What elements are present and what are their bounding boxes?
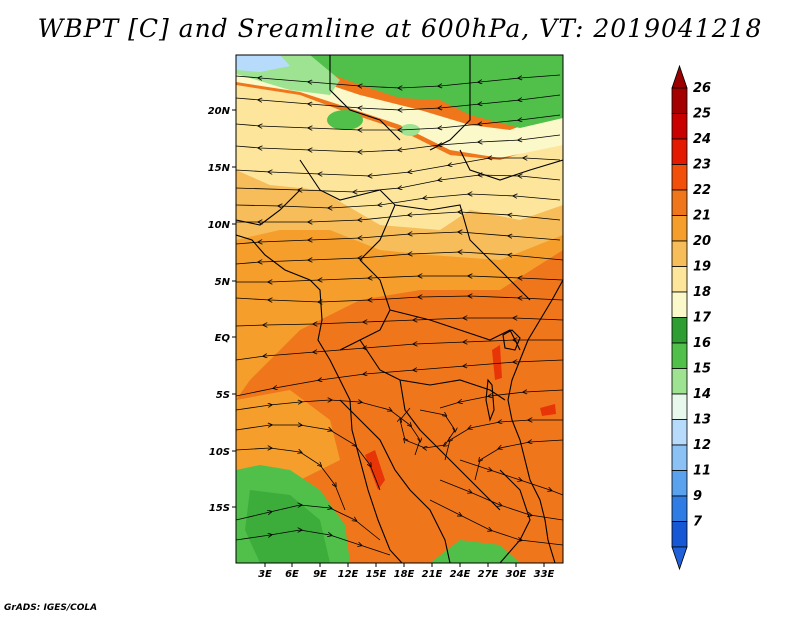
wbpt-field-16-southeast	[430, 540, 520, 563]
colorbar-label: 25	[693, 107, 711, 122]
lat-label: 5N	[215, 277, 231, 288]
border-f	[399, 379, 501, 511]
colorbar-segment	[671, 113, 688, 140]
lat-label: 10S	[209, 447, 230, 458]
wbpt-field-23-c	[540, 404, 556, 416]
colorbar-segment	[671, 495, 688, 522]
colorbar-label: 14	[693, 387, 711, 402]
lon-label: 6E	[285, 569, 299, 580]
colorbar-label: 13	[693, 413, 711, 428]
chart-title: WBPT [C] and Sreamline at 600hPa, VT: 20…	[37, 14, 763, 43]
border-g	[339, 399, 451, 563]
colorbar-label: 17	[693, 311, 712, 326]
lake-tanganyika	[485, 378, 495, 422]
colorbar-segment	[671, 87, 688, 114]
map-figure: 3E 6E 9E 12E 15E 18E 21E 24E 27E 30E 33E…	[208, 54, 712, 580]
colorbar-label: 9	[693, 489, 702, 504]
credit-label: GrADS: IGES/COLA	[4, 603, 98, 613]
border-i	[329, 55, 401, 141]
lon-label: 3E	[258, 569, 272, 580]
coastline-west-africa	[236, 234, 403, 563]
colorbar: 26 25 24 23 22 21 20 19 18 17 16 15 14 13 12 11 9 7	[671, 64, 712, 571]
colorbar-label: 26	[693, 81, 711, 96]
colorbar-label: 7	[693, 515, 703, 530]
colorbar-segment	[671, 215, 688, 242]
colorbar-label: 20	[693, 234, 711, 249]
colorbar-label: 18	[693, 285, 711, 300]
colorbar-segment	[671, 419, 688, 446]
border-k	[459, 149, 563, 181]
colorbar-segment	[671, 342, 688, 369]
lat-label: EQ	[215, 333, 231, 344]
lon-label: 12E	[338, 569, 359, 580]
colorbar-segment	[671, 393, 688, 420]
lat-label: 15S	[209, 503, 230, 514]
border-c	[394, 204, 531, 301]
colorbar-label: 12	[693, 438, 711, 453]
colorbar-segment	[671, 138, 688, 165]
colorbar-segment	[671, 521, 688, 548]
colorbar-top-arrow	[671, 64, 688, 89]
colorbar-segment	[671, 240, 688, 267]
border-b	[339, 259, 391, 351]
lon-label: 21E	[422, 569, 443, 580]
map-frame	[235, 54, 564, 564]
colorbar-segment	[671, 470, 688, 497]
border-j	[236, 189, 301, 226]
lat-tick-labels: 20N 15N 10N 5N EQ 5S 10S 15S	[208, 106, 231, 514]
colorbar-label: 15	[693, 362, 711, 377]
border-l	[499, 469, 531, 563]
colorbar-bottom-arrow	[671, 546, 688, 571]
colorbar-segment	[671, 266, 688, 293]
colorbar-label: 19	[693, 260, 711, 275]
wbpt-field-13-north	[236, 55, 290, 72]
colorbar-label: 21	[693, 209, 711, 224]
colorbar-segment	[671, 291, 688, 318]
border-a	[299, 159, 396, 261]
colorbar-segment	[671, 164, 688, 191]
colorbar-segment	[671, 368, 688, 395]
lat-label: 10N	[208, 220, 231, 231]
border-h	[429, 55, 471, 151]
lon-label: 33E	[534, 569, 555, 580]
lon-label: 18E	[394, 569, 415, 580]
map-panel	[236, 55, 563, 563]
lon-label: 9E	[313, 569, 327, 580]
lon-label: 27E	[478, 569, 499, 580]
lon-label: 24E	[450, 569, 471, 580]
colorbar-segment	[671, 444, 688, 471]
border-e	[359, 339, 506, 401]
lon-tick-labels: 3E 6E 9E 12E 15E 18E 21E 24E 27E 30E 33E	[258, 569, 554, 580]
lat-tick-marks	[232, 109, 236, 508]
streamlines	[236, 74, 563, 556]
lat-label: 20N	[208, 106, 231, 117]
colorbar-label: 16	[693, 336, 711, 351]
colorbar-label: 23	[693, 158, 711, 173]
lat-label: 5S	[216, 390, 230, 401]
colorbar-label: 22	[693, 183, 711, 198]
colorbar-segment	[671, 189, 688, 216]
colorbar-label: 24	[693, 132, 711, 147]
lake-victoria	[502, 329, 521, 351]
lon-label: 30E	[506, 569, 527, 580]
map-borders	[236, 55, 563, 563]
lat-label: 15N	[208, 163, 231, 174]
coastline-east-africa	[507, 279, 563, 563]
colorbar-segment	[671, 317, 688, 344]
lon-label: 15E	[366, 569, 387, 580]
lon-tick-marks	[264, 563, 545, 567]
border-d	[389, 309, 521, 351]
colorbar-label: 11	[693, 464, 711, 479]
